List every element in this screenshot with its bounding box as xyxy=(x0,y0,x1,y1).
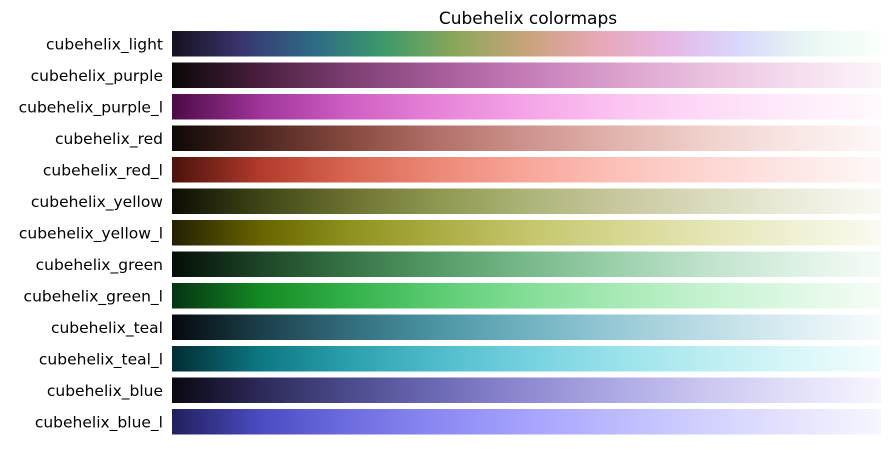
colormap-label: cubehelix_teal_l xyxy=(39,350,163,369)
colormap-label: cubehelix_purple_l xyxy=(19,98,163,117)
colormap-bar-cubehelix-teal xyxy=(172,314,881,340)
chart-title: Cubehelix colormaps xyxy=(439,9,617,29)
colormap-label: cubehelix_green xyxy=(36,256,163,275)
colormap-rows: cubehelix_light cubehelix_purple cubehelix… xyxy=(19,31,881,435)
colormap-bar-cubehelix-red xyxy=(172,125,881,151)
colormap-label: cubehelix_teal xyxy=(51,319,163,338)
colormap-bar-cubehelix-green-l xyxy=(172,283,881,309)
colormap-label: cubehelix_red_l xyxy=(43,161,163,180)
colormap-bar-cubehelix-purple-l xyxy=(172,94,881,120)
colormap-label: cubehelix_blue xyxy=(47,382,163,401)
colormap-bar-cubehelix-light xyxy=(172,31,881,57)
colormap-label: cubehelix_light xyxy=(46,35,163,54)
colormap-bar-cubehelix-yellow xyxy=(172,188,881,214)
colormap-label: cubehelix_purple xyxy=(31,67,163,86)
colormap-bar-cubehelix-purple xyxy=(172,62,881,88)
colormap-bar-cubehelix-blue xyxy=(172,377,881,403)
colormap-label: cubehelix_yellow xyxy=(31,193,163,212)
colormap-label: cubehelix_blue_l xyxy=(35,413,163,432)
colormap-bar-cubehelix-blue-l xyxy=(172,409,881,435)
colormap-bar-cubehelix-teal-l xyxy=(172,346,881,372)
colormap-bar-cubehelix-green xyxy=(172,251,881,277)
colormap-label: cubehelix_yellow_l xyxy=(19,224,163,243)
colormap-bar-cubehelix-red-l xyxy=(172,157,881,183)
colormap-bar-cubehelix-yellow-l xyxy=(172,220,881,246)
colormap-label: cubehelix_red xyxy=(55,130,163,149)
colormap-label: cubehelix_green_l xyxy=(24,287,163,306)
